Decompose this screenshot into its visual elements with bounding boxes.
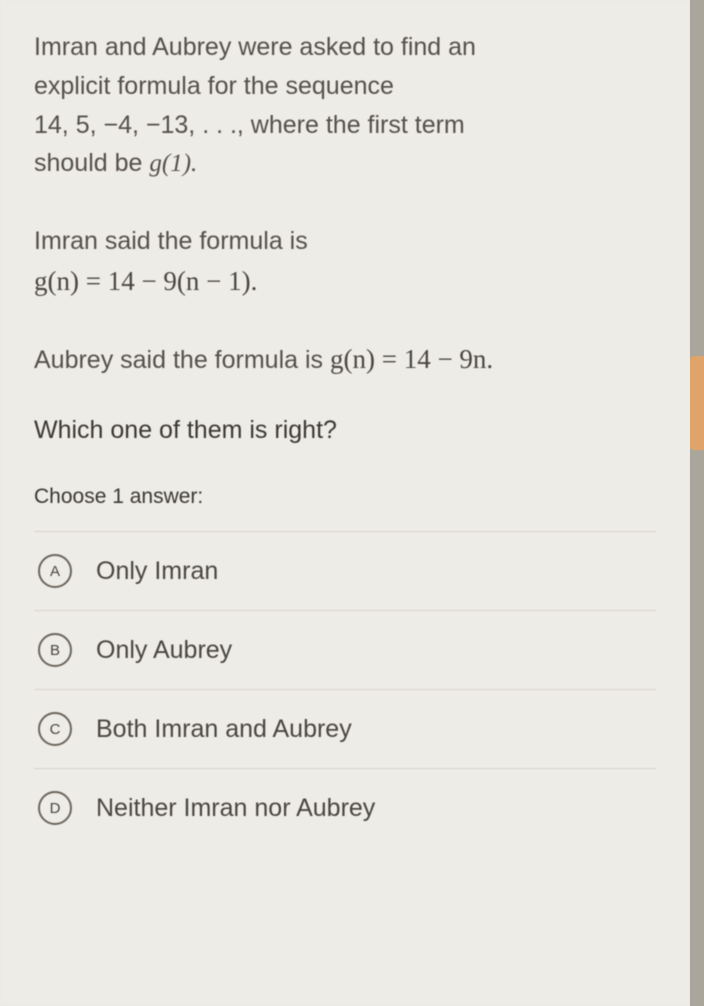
question-text: Which one of them is right? (34, 416, 656, 445)
problem-g1: g(1). (149, 150, 197, 177)
option-d-bubble[interactable]: D (38, 791, 72, 825)
option-a[interactable]: A Only Imran (34, 531, 656, 610)
option-d-text: Neither Imran nor Aubrey (96, 794, 375, 823)
imran-block: Imran said the formula is g(n) = 14 − 9(… (34, 222, 656, 303)
problem-line-2: explicit formula for the sequence (34, 72, 394, 100)
option-b[interactable]: B Only Aubrey (34, 610, 656, 689)
problem-sequence: 14, 5, −4, −13, . . ., where the first t… (34, 111, 465, 139)
bookmark-tab[interactable] (690, 356, 704, 450)
option-c-text: Both Imran and Aubrey (96, 715, 352, 744)
option-b-bubble[interactable]: B (38, 633, 72, 667)
option-a-bubble[interactable]: A (38, 554, 72, 588)
page-right-edge (690, 0, 704, 1006)
choose-prompt: Choose 1 answer: (34, 485, 656, 509)
aubrey-block: Aubrey said the formula is g(n) = 14 − 9… (34, 339, 656, 381)
option-a-text: Only Imran (96, 557, 218, 586)
problem-line-4a: should be (34, 149, 149, 177)
problem-statement: Imran and Aubrey were asked to find an e… (34, 28, 656, 184)
option-b-text: Only Aubrey (96, 636, 232, 665)
option-d[interactable]: D Neither Imran nor Aubrey (34, 768, 656, 847)
aubrey-intro: Aubrey said the formula is (34, 346, 330, 374)
aubrey-formula: g(n) = 14 − 9n. (330, 344, 493, 374)
imran-intro: Imran said the formula is (34, 227, 308, 255)
imran-formula: g(n) = 14 − 9(n − 1). (34, 266, 257, 296)
option-c-bubble[interactable]: C (38, 712, 72, 746)
option-c[interactable]: C Both Imran and Aubrey (34, 689, 656, 768)
exercise-page: Imran and Aubrey were asked to find an e… (0, 0, 690, 1006)
problem-line-1: Imran and Aubrey were asked to find an (34, 33, 476, 61)
